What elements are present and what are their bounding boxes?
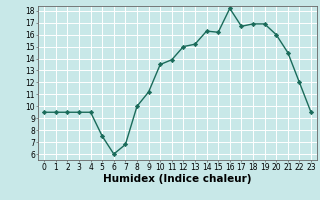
X-axis label: Humidex (Indice chaleur): Humidex (Indice chaleur) <box>103 174 252 184</box>
